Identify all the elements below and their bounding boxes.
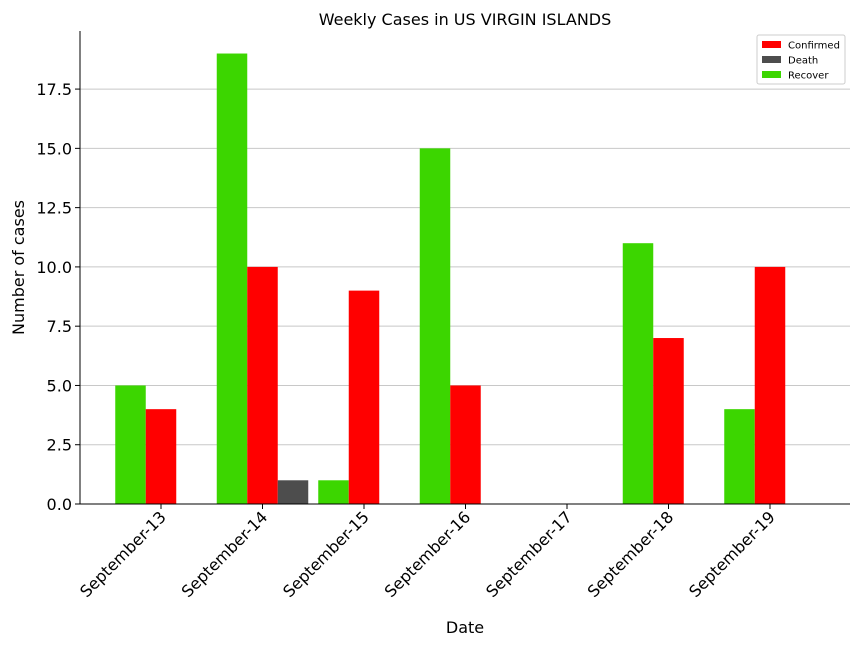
bar-confirmed-september-18: [653, 338, 684, 504]
bar-recover-september-13: [115, 385, 146, 504]
y-ticks: 0.0 2.5 5.0 7.5 10.0 12.5 15.0 17.5: [36, 80, 80, 514]
bar-recover-september-18: [622, 243, 654, 504]
legend-swatch: [762, 41, 781, 48]
legend-label: Recover: [788, 71, 829, 82]
bar-recover-september-14: [216, 53, 248, 505]
y-tick-label: 7.5: [47, 317, 72, 336]
y-tick-label: 12.5: [36, 199, 72, 218]
y-tick-label: 17.5: [36, 80, 72, 99]
chart-title: Weekly Cases in US VIRGIN ISLANDS: [319, 10, 612, 29]
bars: [115, 53, 786, 505]
y-tick-label: 2.5: [47, 436, 72, 455]
bar-recover-september-19: [724, 409, 755, 504]
legend-label: Confirmed: [788, 41, 840, 52]
legend-swatch: [762, 71, 781, 78]
y-tick-label: 15.0: [36, 139, 72, 158]
bar-confirmed-september-15: [348, 290, 380, 504]
bar-recover-september-16: [419, 148, 451, 504]
bar-confirmed-september-13: [145, 409, 177, 504]
y-tick-label: 0.0: [47, 495, 72, 514]
bar-death-september-14: [277, 480, 309, 504]
bar-confirmed-september-14: [247, 266, 278, 504]
legend-label: Death: [788, 56, 818, 67]
bar-recover-september-15: [318, 480, 349, 504]
x-axis-title: Date: [446, 618, 484, 637]
y-tick-label: 5.0: [47, 376, 72, 395]
bar-confirmed-september-16: [450, 385, 481, 504]
legend: Confirmed Death Recover: [756, 34, 846, 85]
legend-swatch: [762, 56, 781, 63]
y-axis-title: Number of cases: [9, 200, 28, 335]
bar-confirmed-september-19: [754, 266, 786, 504]
y-tick-label: 10.0: [36, 258, 72, 277]
